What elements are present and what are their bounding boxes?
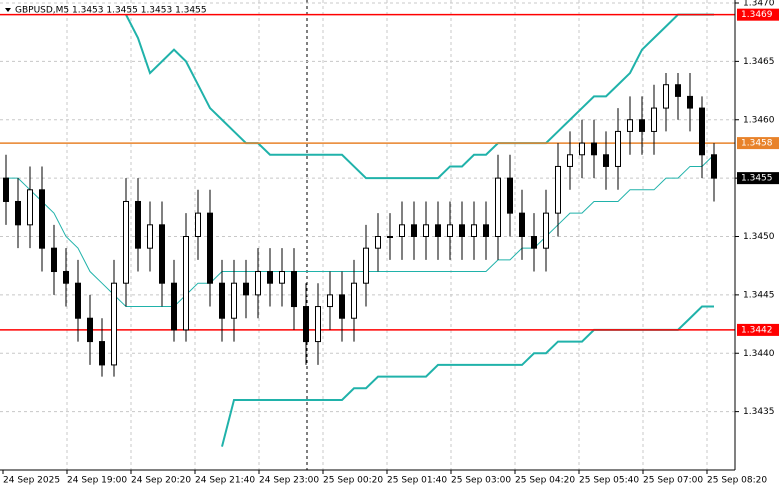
candle-body	[579, 142, 585, 156]
candle-body	[87, 317, 93, 343]
candle-body	[459, 224, 465, 237]
candle-body	[219, 282, 225, 319]
candle-body	[531, 236, 537, 249]
candle-body	[147, 224, 153, 249]
candle-body	[195, 212, 201, 237]
candle-body	[627, 119, 633, 132]
candle-body	[519, 212, 525, 237]
bollinger-band	[125, 13, 714, 180]
candle-body	[327, 294, 333, 308]
x-tick-label: 25 Sep 05:40	[579, 476, 639, 486]
y-tick-label: 1.3435	[743, 407, 775, 417]
candle-body	[399, 224, 405, 237]
candle-body	[15, 200, 21, 226]
candle-body	[639, 119, 645, 132]
candle-body	[471, 224, 477, 237]
candle-body	[3, 177, 9, 202]
y-tick-label: 1.3440	[743, 349, 775, 359]
candle-body	[231, 282, 237, 319]
candle-body	[51, 247, 57, 273]
x-tick-label: 24 Sep 2025	[3, 476, 60, 486]
candle-body	[651, 107, 657, 132]
candle-body	[27, 189, 33, 226]
price-label-box	[737, 172, 779, 185]
candle-body	[675, 84, 681, 97]
y-tick-label: 1.3450	[743, 232, 775, 242]
candle-body	[339, 294, 345, 319]
candle-body	[99, 341, 105, 366]
x-tick-label: 24 Sep 23:00	[259, 476, 319, 486]
candle-body	[423, 224, 429, 237]
price-label: 1.3458	[741, 139, 773, 149]
y-tick-label: 1.3460	[743, 115, 775, 125]
candle-body	[351, 282, 357, 319]
x-tick-label: 24 Sep 21:40	[195, 476, 255, 486]
x-tick-label: 24 Sep 20:20	[131, 476, 191, 486]
candle-body	[315, 306, 321, 343]
candle-body	[435, 224, 441, 237]
candle-body	[255, 271, 261, 296]
price-label: 1.3469	[741, 10, 773, 20]
x-tick-label: 25 Sep 01:40	[387, 476, 447, 486]
bollinger-band	[6, 154, 715, 308]
y-tick-label: 1.3465	[743, 57, 775, 67]
y-tick-label: 1.3470	[743, 0, 775, 9]
x-tick-label: 25 Sep 00:20	[323, 476, 383, 486]
candle-body	[507, 177, 513, 214]
x-tick-label: 25 Sep 03:00	[451, 476, 511, 486]
title-arrow	[5, 8, 11, 12]
x-tick-label: 25 Sep 07:00	[643, 476, 703, 486]
candle-body	[687, 95, 693, 109]
y-tick-label: 1.3445	[743, 290, 775, 300]
candle-body	[171, 282, 177, 331]
candle-body	[495, 177, 501, 237]
candle-body	[615, 130, 621, 167]
candle-body	[123, 200, 129, 284]
candle-body	[243, 282, 249, 296]
price-label-box	[737, 8, 779, 21]
candle-body	[375, 236, 381, 249]
x-tick-label: 25 Sep 04:20	[515, 476, 575, 486]
candle-body	[483, 224, 489, 237]
candle-body	[291, 271, 297, 308]
candle-body	[543, 212, 549, 249]
candle-body	[387, 236, 393, 238]
candle-body	[567, 154, 573, 167]
candle-body	[279, 271, 285, 284]
candle-body	[711, 154, 717, 179]
candle-body	[159, 224, 165, 284]
candle-body	[555, 165, 561, 214]
candle-body	[63, 271, 69, 284]
candle-body	[303, 306, 309, 343]
chart-title: GBPUSD,M5 1.3453 1.3455 1.3453 1.3455	[15, 6, 207, 16]
candle-body	[207, 212, 213, 284]
candle-body	[591, 142, 597, 156]
price-label-box	[737, 137, 779, 150]
candle-body	[447, 224, 453, 237]
price-label-box	[737, 323, 779, 336]
candle-body	[183, 236, 189, 331]
candle-body	[411, 224, 417, 237]
candle-body	[111, 282, 117, 366]
candle-body	[603, 154, 609, 167]
x-tick-label: 25 Sep 08:20	[707, 476, 767, 486]
candle-body	[363, 247, 369, 284]
price-label: 1.3442	[741, 325, 773, 335]
candle-body	[39, 189, 45, 249]
candle-body	[135, 200, 141, 249]
x-tick-label: 24 Sep 19:00	[67, 476, 127, 486]
candle-body	[75, 282, 81, 319]
candle-body	[663, 84, 669, 109]
price-label: 1.3455	[741, 174, 773, 184]
candle-body	[699, 107, 705, 156]
candle-body	[267, 271, 273, 284]
